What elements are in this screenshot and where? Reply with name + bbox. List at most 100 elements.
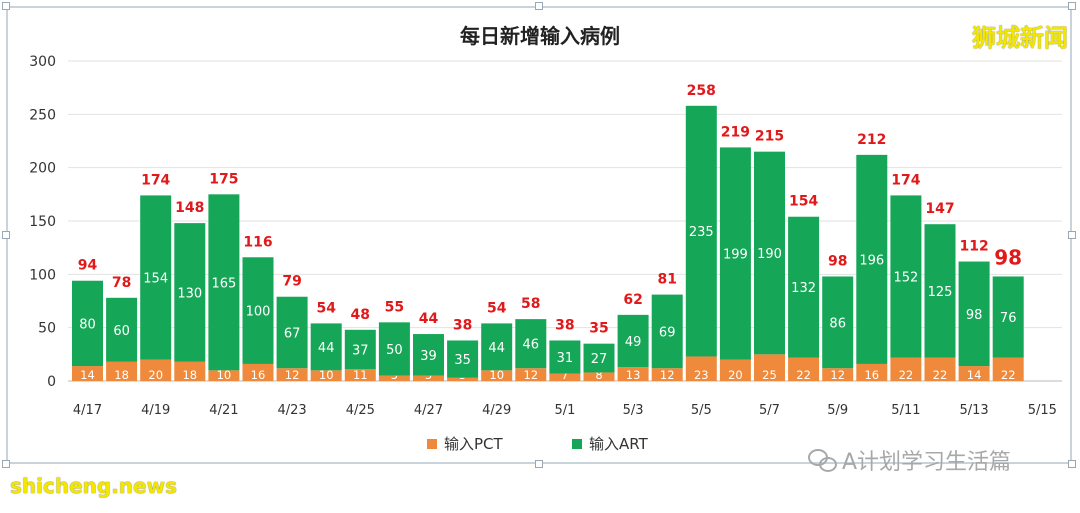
bar-art-label: 190 [757, 247, 782, 262]
bar-art-label: 86 [829, 316, 846, 331]
resize-handle-right[interactable] [1068, 231, 1076, 239]
x-tick-label: 5/5 [691, 403, 712, 418]
watermark-bottom-right-text: A计划学习生活篇 [842, 450, 1012, 475]
bar-total-label: 48 [351, 307, 370, 323]
bar-total-label: 94 [78, 258, 98, 274]
bar-pct [583, 372, 615, 381]
bar-pct [992, 357, 1024, 381]
watermark-bottom-left: shicheng.news [10, 474, 177, 498]
bar-pct [549, 373, 581, 381]
bar-pct [344, 369, 376, 381]
bar-art [924, 224, 956, 358]
bar-pct-label: 14 [967, 368, 982, 382]
resize-handle-left[interactable] [2, 231, 10, 239]
bar-total-label: 98 [828, 253, 847, 269]
bar-art [617, 314, 649, 368]
bar-total-label: 35 [589, 321, 608, 337]
bar-pct [515, 368, 547, 381]
x-tick-label: 5/3 [623, 403, 644, 418]
bar-pct-label: 23 [694, 368, 709, 382]
x-tick-label: 4/23 [277, 403, 306, 418]
bar-art [754, 151, 785, 355]
bar-art-label: 98 [966, 308, 983, 323]
bar-art [140, 195, 172, 360]
bar-art-label: 196 [859, 253, 884, 268]
bar-art-label: 46 [523, 338, 540, 353]
bar-art-label: 27 [591, 352, 608, 367]
bar-art-label: 152 [893, 270, 918, 285]
resize-handle-top-right[interactable] [1068, 2, 1076, 10]
y-tick-label: 150 [29, 214, 56, 230]
bar-pct [106, 361, 138, 381]
bar-art-label: 125 [928, 285, 953, 300]
bar-pct-label: 7 [561, 368, 568, 382]
bar-art [958, 261, 990, 367]
bar-total-label: 54 [316, 300, 336, 316]
bar-pct [685, 356, 717, 381]
bar-total-label: 147 [925, 201, 954, 217]
bar-pct [481, 370, 513, 381]
x-tick-label: 4/27 [414, 403, 443, 418]
bar-pct [208, 370, 240, 381]
bar-art-label: 130 [177, 286, 202, 301]
bar-pct-label: 11 [353, 368, 368, 382]
bar-art [174, 223, 206, 362]
legend-swatch-pct [427, 439, 437, 449]
bar-pct-label: 16 [251, 368, 266, 382]
bar-art [890, 195, 922, 358]
x-tick-label: 5/9 [827, 403, 848, 418]
bar-art-label: 199 [723, 248, 748, 263]
resize-handle-top[interactable] [535, 2, 543, 10]
bar-art-label: 44 [318, 341, 335, 356]
bar-art [72, 280, 103, 367]
bar-art [583, 343, 615, 373]
bar-pct-label: 16 [864, 368, 879, 382]
bar-art [208, 194, 240, 371]
bar-art-label: 235 [689, 225, 714, 240]
bar-pct [924, 357, 956, 381]
x-tick-label: 4/17 [73, 403, 102, 418]
resize-handle-bottom-left[interactable] [2, 460, 10, 468]
bar-art-label: 154 [143, 272, 168, 287]
bar-art-label: 80 [79, 317, 96, 332]
bar-pct [617, 367, 649, 381]
bar-total-label: 78 [112, 275, 131, 291]
bar-pct-label: 12 [285, 368, 300, 382]
bar-total-label: 174 [891, 172, 920, 188]
bar-pct-label: 12 [523, 368, 538, 382]
bar-pct-label: 20 [148, 368, 163, 382]
bar-art [106, 297, 138, 362]
x-tick-label: 5/1 [554, 403, 575, 418]
chart-title: 每日新增输入病例 [460, 24, 620, 48]
bar-pct [788, 357, 820, 381]
resize-handle-bottom[interactable] [535, 460, 543, 468]
x-tick-label: 5/11 [891, 403, 920, 418]
bar-total-label: 79 [282, 274, 301, 290]
bar-pct [413, 375, 444, 381]
bar-total-label: 215 [755, 129, 784, 145]
bar-art [378, 322, 410, 376]
bar-art [515, 319, 547, 369]
bar-total-label: 58 [521, 296, 540, 312]
y-tick-label: 0 [47, 374, 56, 390]
legend-label-pct: 输入PCT [444, 435, 504, 453]
bar-pct-label: 22 [1001, 368, 1016, 382]
bar-art-label: 165 [211, 276, 236, 291]
bar-pct-label: 13 [626, 368, 641, 382]
bar-pct [72, 366, 103, 381]
bar-pct-label: 22 [933, 368, 948, 382]
bar-pct-label: 8 [595, 368, 602, 382]
bar-art-label: 49 [625, 335, 642, 350]
bar-art [856, 154, 888, 364]
watermark-top-right: 狮城新闻 [972, 24, 1068, 52]
x-tick-label: 4/21 [209, 403, 238, 418]
bar-art [413, 334, 444, 376]
bar-art [822, 276, 854, 369]
bar-art-label: 37 [352, 344, 369, 359]
resize-handle-top-left[interactable] [2, 2, 10, 10]
bar-pct-label: 20 [728, 368, 743, 382]
bar-pct [651, 368, 683, 381]
resize-handle-bottom-right[interactable] [1068, 460, 1076, 468]
bar-total-label: 112 [959, 239, 988, 255]
